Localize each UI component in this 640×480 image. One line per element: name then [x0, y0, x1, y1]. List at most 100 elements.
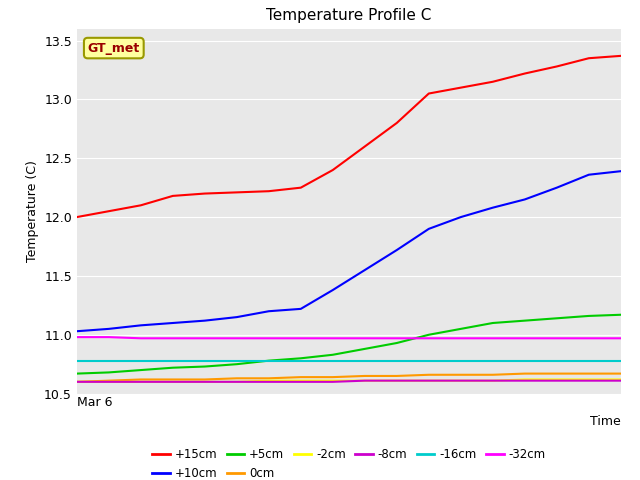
Text: GT_met: GT_met: [88, 42, 140, 55]
Line: +15cm: +15cm: [77, 56, 621, 217]
+15cm: [553, 63, 561, 69]
0cm: [233, 375, 241, 381]
-8cm: [233, 379, 241, 384]
-16cm: [73, 358, 81, 363]
+10cm: [73, 328, 81, 334]
0cm: [489, 372, 497, 378]
+10cm: [137, 323, 145, 328]
-8cm: [361, 378, 369, 384]
-32cm: [393, 336, 401, 341]
-16cm: [489, 358, 497, 363]
+10cm: [425, 226, 433, 232]
+10cm: [489, 205, 497, 211]
-16cm: [265, 358, 273, 363]
-16cm: [521, 358, 529, 363]
-32cm: [137, 336, 145, 341]
-8cm: [169, 379, 177, 384]
+15cm: [297, 185, 305, 191]
0cm: [393, 373, 401, 379]
-8cm: [73, 379, 81, 384]
+10cm: [393, 247, 401, 253]
-16cm: [393, 358, 401, 363]
+5cm: [425, 332, 433, 337]
-2cm: [297, 378, 305, 384]
-16cm: [457, 358, 465, 363]
-8cm: [105, 379, 113, 384]
-32cm: [521, 336, 529, 341]
+5cm: [585, 313, 593, 319]
-8cm: [457, 378, 465, 384]
-2cm: [425, 378, 433, 384]
+15cm: [73, 214, 81, 220]
-8cm: [329, 379, 337, 384]
0cm: [585, 371, 593, 376]
+15cm: [265, 188, 273, 194]
-16cm: [233, 358, 241, 363]
+10cm: [361, 267, 369, 273]
-32cm: [489, 336, 497, 341]
0cm: [265, 375, 273, 381]
+15cm: [425, 91, 433, 96]
-2cm: [137, 379, 145, 384]
0cm: [201, 377, 209, 383]
+5cm: [233, 361, 241, 367]
-8cm: [265, 379, 273, 384]
0cm: [521, 371, 529, 376]
-8cm: [489, 378, 497, 384]
0cm: [457, 372, 465, 378]
-8cm: [425, 378, 433, 384]
-16cm: [553, 358, 561, 363]
-2cm: [105, 379, 113, 384]
Title: Temperature Profile C: Temperature Profile C: [266, 9, 431, 24]
-16cm: [585, 358, 593, 363]
+15cm: [329, 167, 337, 173]
+5cm: [137, 367, 145, 373]
-2cm: [361, 378, 369, 384]
-32cm: [585, 336, 593, 341]
0cm: [617, 371, 625, 376]
-32cm: [329, 336, 337, 341]
+5cm: [265, 358, 273, 363]
-32cm: [73, 334, 81, 340]
+5cm: [169, 365, 177, 371]
0cm: [361, 373, 369, 379]
+5cm: [361, 346, 369, 352]
-32cm: [169, 336, 177, 341]
+15cm: [521, 71, 529, 76]
+15cm: [585, 55, 593, 61]
-32cm: [105, 334, 113, 340]
-16cm: [105, 358, 113, 363]
0cm: [553, 371, 561, 376]
-2cm: [73, 379, 81, 384]
-8cm: [201, 379, 209, 384]
+5cm: [73, 371, 81, 376]
+15cm: [201, 191, 209, 196]
-8cm: [297, 379, 305, 384]
+15cm: [489, 79, 497, 84]
+10cm: [297, 306, 305, 312]
+15cm: [169, 193, 177, 199]
-2cm: [265, 378, 273, 384]
Line: -8cm: -8cm: [77, 381, 621, 382]
-2cm: [617, 377, 625, 383]
+5cm: [553, 315, 561, 321]
-32cm: [265, 336, 273, 341]
+5cm: [457, 326, 465, 332]
-2cm: [457, 378, 465, 384]
-2cm: [393, 378, 401, 384]
+15cm: [233, 190, 241, 195]
-16cm: [297, 358, 305, 363]
+10cm: [521, 196, 529, 202]
-8cm: [393, 378, 401, 384]
-32cm: [617, 336, 625, 341]
-16cm: [201, 358, 209, 363]
+10cm: [201, 318, 209, 324]
+10cm: [329, 287, 337, 293]
+5cm: [297, 355, 305, 361]
+10cm: [457, 214, 465, 220]
Line: -2cm: -2cm: [77, 380, 621, 382]
+5cm: [201, 364, 209, 370]
0cm: [329, 374, 337, 380]
+10cm: [553, 185, 561, 191]
0cm: [73, 379, 81, 384]
